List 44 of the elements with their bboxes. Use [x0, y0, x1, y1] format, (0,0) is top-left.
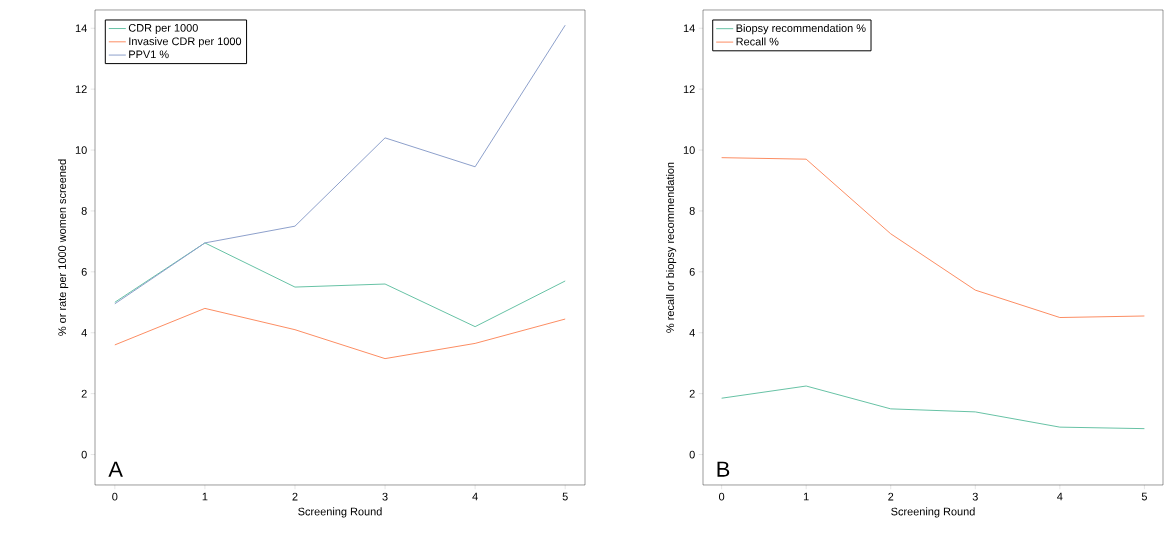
x-tick-label: 4: [1057, 492, 1063, 501]
x-tick-label: 0: [112, 492, 118, 501]
y-tick-label: 4: [689, 328, 695, 337]
y-tick-label: 2: [689, 389, 695, 398]
line-series: [114, 307, 566, 360]
y-tick-label: 14: [75, 24, 87, 33]
y-tick-label: 10: [75, 146, 87, 154]
x-tick-label: 5: [1141, 492, 1147, 501]
y-axis-title: % recall or biopsy recommendation: [666, 162, 677, 333]
y-axis-title: % or rate per 1000 women screened: [58, 159, 69, 336]
line-series: [721, 385, 1145, 430]
legend-label: Recall %: [736, 37, 779, 46]
y-tick-label: 12: [683, 85, 695, 93]
y-tick-label: 10: [683, 146, 695, 154]
annotation: A: [108, 461, 123, 477]
y-tick-label: 12: [75, 85, 87, 93]
x-tick-label: 2: [292, 492, 298, 501]
x-tick-label: 5: [562, 492, 568, 501]
y-tick-label: 4: [81, 328, 87, 337]
y-tick-label: 0: [689, 450, 695, 459]
x-tick-label: 4: [472, 492, 478, 501]
line-series: [721, 157, 1145, 319]
x-tick-label: 3: [382, 492, 388, 501]
legend-label: Biopsy recommendation %: [736, 23, 866, 35]
line-series: [114, 242, 566, 328]
y-tick-label: 6: [81, 267, 87, 276]
y-tick-label: 8: [689, 207, 695, 215]
x-tick-label: 3: [972, 492, 978, 501]
x-axis-title: Screening Round: [891, 507, 975, 518]
legend-label: PPV1 %: [129, 50, 169, 59]
x-tick-label: 2: [888, 492, 894, 501]
line-series: [114, 24, 566, 305]
legend-label: CDR per 1000: [128, 23, 198, 34]
x-tick-label: 1: [202, 492, 208, 501]
y-tick-label: 0: [81, 450, 87, 459]
y-tick-label: 8: [81, 207, 87, 215]
legend-label: Invasive CDR per 1000: [129, 37, 242, 48]
y-tick-label: 6: [689, 267, 695, 276]
x-tick-label: 0: [718, 492, 725, 501]
x-axis-title: Screening Round: [298, 507, 382, 518]
y-tick-label: 2: [81, 389, 87, 398]
y-tick-label: 14: [683, 24, 695, 33]
x-tick-label: 1: [803, 492, 809, 501]
annotation: B: [717, 461, 730, 477]
